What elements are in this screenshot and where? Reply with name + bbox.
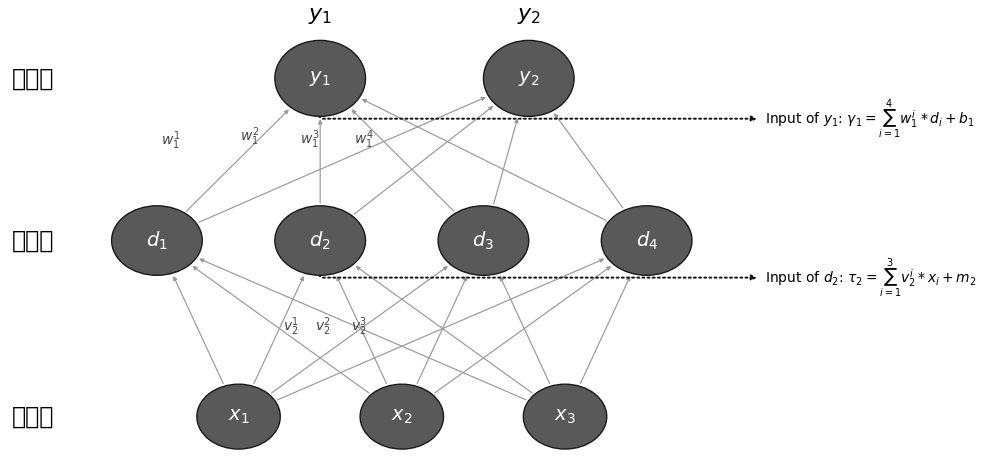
- Text: $d_2$: $d_2$: [309, 229, 331, 252]
- Text: $x_1$: $x_1$: [228, 407, 249, 426]
- Text: 输出层: 输出层: [12, 66, 54, 90]
- Ellipse shape: [275, 206, 366, 276]
- Text: $v_2^3$: $v_2^3$: [351, 315, 367, 338]
- Text: $v_2^1$: $v_2^1$: [283, 315, 299, 338]
- Text: $y_2$: $y_2$: [517, 7, 541, 27]
- Text: $d_3$: $d_3$: [472, 229, 494, 252]
- Text: $w_1^4$: $w_1^4$: [354, 128, 373, 151]
- Ellipse shape: [197, 384, 280, 449]
- Text: $w_1^1$: $w_1^1$: [161, 130, 180, 152]
- Ellipse shape: [112, 206, 202, 276]
- Ellipse shape: [275, 40, 366, 116]
- Text: Input of $y_1$: $\gamma_1 = \sum_{i=1}^{4} w_1^i * d_i + b_1$: Input of $y_1$: $\gamma_1 = \sum_{i=1}^{…: [765, 97, 974, 141]
- Ellipse shape: [483, 40, 574, 116]
- Text: $y_1$: $y_1$: [308, 7, 332, 27]
- Text: $v_2^2$: $v_2^2$: [315, 315, 331, 338]
- Ellipse shape: [438, 206, 529, 276]
- Ellipse shape: [523, 384, 607, 449]
- Text: $y_1$: $y_1$: [309, 69, 331, 88]
- Text: $w_1^2$: $w_1^2$: [240, 125, 259, 148]
- Text: 隐藏层: 隐藏层: [12, 228, 54, 253]
- Text: $x_2$: $x_2$: [391, 407, 412, 426]
- Text: $y_2$: $y_2$: [518, 69, 539, 88]
- Text: $d_4$: $d_4$: [636, 229, 658, 252]
- Text: $w_1^3$: $w_1^3$: [300, 128, 319, 151]
- Text: 输入层: 输入层: [12, 405, 54, 428]
- Text: $d_1$: $d_1$: [146, 229, 168, 252]
- Text: Input of $d_2$: $\tau_2 = \sum_{i=1}^{3} v_2^i * x_i + m_2$: Input of $d_2$: $\tau_2 = \sum_{i=1}^{3}…: [765, 256, 976, 300]
- Text: $x_3$: $x_3$: [554, 407, 576, 426]
- Ellipse shape: [360, 384, 444, 449]
- Ellipse shape: [601, 206, 692, 276]
